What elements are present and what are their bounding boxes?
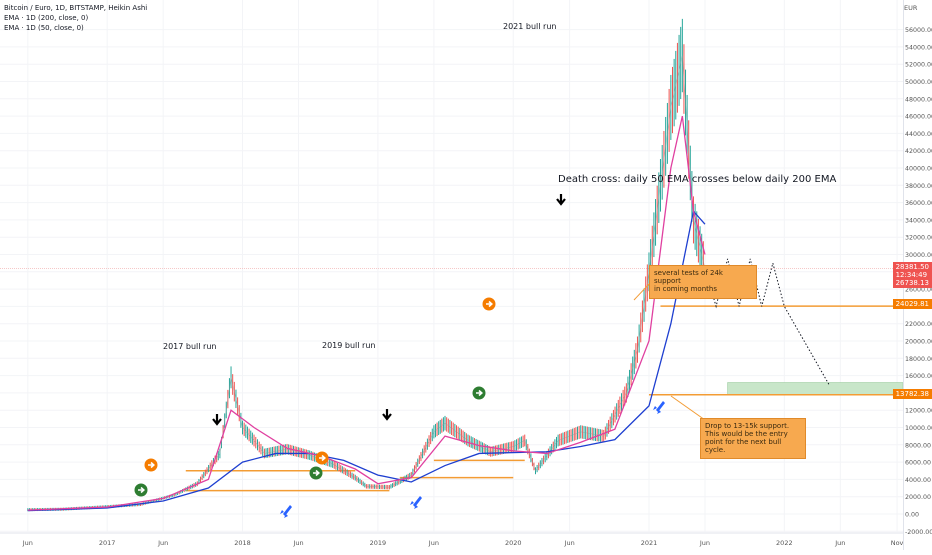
y-tick-label: 16000.00	[905, 373, 932, 380]
price-line	[27, 55, 706, 510]
label-2019-bull-run: 2019 bull run	[322, 341, 376, 350]
orange-arrow-circle-icon-arrow	[486, 300, 494, 308]
support-13k-tag: 13782.38	[892, 389, 932, 399]
x-tick-label: Jun	[292, 539, 303, 547]
y-tick-label: 2000.00	[905, 494, 931, 501]
axis-unit: EUR	[904, 4, 918, 12]
y-tick-label: 48000.00	[905, 96, 932, 103]
y-tick-label: 6000.00	[905, 460, 931, 467]
rocket-icon	[283, 505, 292, 516]
y-tick-label: 8000.00	[905, 442, 931, 449]
y-tick-label: 44000.00	[905, 131, 932, 138]
rocket-icon	[656, 401, 665, 412]
x-tick-label: Jun	[564, 539, 575, 547]
y-tick-label: 56000.00	[905, 27, 932, 34]
y-tick-label: 10000.00	[905, 425, 932, 432]
y-tick-label: 20000.00	[905, 339, 932, 346]
y-tick-label: 40000.00	[905, 166, 932, 173]
y-tick-label: 32000.00	[905, 235, 932, 242]
green-arrow-circle-icon-arrow	[476, 389, 484, 397]
green-arrow-circle-icon-arrow	[313, 469, 321, 477]
y-tick-label: 50000.00	[905, 79, 932, 86]
x-tick-label: 2021	[641, 539, 658, 547]
y-tick-label: 36000.00	[905, 200, 932, 207]
ema200-line	[27, 209, 706, 512]
orange-arrow-circle-icon-arrow	[319, 454, 327, 462]
y-tick-label: -2000.00	[905, 529, 932, 536]
x-tick-label: Jun	[834, 539, 845, 547]
y-tick-label: 22000.00	[905, 321, 932, 328]
support-24k-tag: 24029.81	[892, 299, 932, 309]
y-tick-label: 38000.00	[905, 183, 932, 190]
label-2021-bull-run: 2021 bull run	[503, 22, 557, 31]
death-cross-label: Death cross: daily 50 EMA crosses below …	[558, 174, 837, 185]
x-tick-label: Jun	[699, 539, 710, 547]
x-tick-label: 2020	[505, 539, 522, 547]
ema200-legend: EMA · 1D (200, close, 0)	[4, 14, 89, 22]
ema50-line	[27, 115, 706, 511]
green-arrow-circle-icon-arrow	[138, 486, 146, 494]
y-tick-label: 12000.00	[905, 408, 932, 415]
down-arrow-icon	[382, 409, 392, 421]
support-zone	[727, 382, 904, 396]
support-note-box[interactable]: several tests of 24k support in coming m…	[649, 265, 757, 299]
rocket-icon-fins	[410, 501, 418, 509]
y-tick-label: 18000.00	[905, 356, 932, 363]
x-tick-label: 2022	[776, 539, 793, 547]
orange-arrow-circle-icon-arrow	[148, 461, 156, 469]
y-tick-label: 54000.00	[905, 44, 932, 51]
symbol-title: Bitcoin / Euro, 1D, BITSTAMP, Heikin Ash…	[4, 4, 148, 12]
y-tick-label: 46000.00	[905, 114, 932, 121]
y-tick-label: 4000.00	[905, 477, 931, 484]
ema50-legend: EMA · 1D (50, close, 0)	[4, 24, 84, 32]
x-tick-label: 2019	[370, 539, 387, 547]
y-tick-label: 52000.00	[905, 62, 932, 69]
y-tick-label: 30000.00	[905, 252, 932, 259]
current-price-tag: 28381.50 12:34:49 26738.13	[892, 262, 932, 288]
y-tick-label: 0.00	[905, 512, 919, 519]
drop-note-box[interactable]: Drop to 13-15k support. This would be th…	[700, 418, 806, 459]
projection-path	[704, 258, 830, 385]
down-arrow-icon	[556, 194, 566, 206]
y-tick-label: 26000.00	[905, 287, 932, 294]
rocket-icon-fins	[280, 510, 288, 518]
y-tick-label: 42000.00	[905, 148, 932, 155]
x-tick-label: Jun	[428, 539, 439, 547]
x-tick-label: Nov	[891, 539, 904, 547]
y-tick-label: 34000.00	[905, 217, 932, 224]
x-tick-label: 2017	[99, 539, 116, 547]
x-tick-label: 2018	[234, 539, 251, 547]
rocket-icon	[413, 496, 422, 507]
note-connector	[633, 282, 651, 301]
x-tick-label: Jun	[22, 539, 33, 547]
down-arrow-icon	[212, 414, 222, 426]
label-2017-bull-run: 2017 bull run	[163, 342, 217, 351]
x-tick-label: Jun	[157, 539, 168, 547]
note-connector	[670, 395, 706, 421]
rocket-icon-fins	[653, 406, 661, 414]
